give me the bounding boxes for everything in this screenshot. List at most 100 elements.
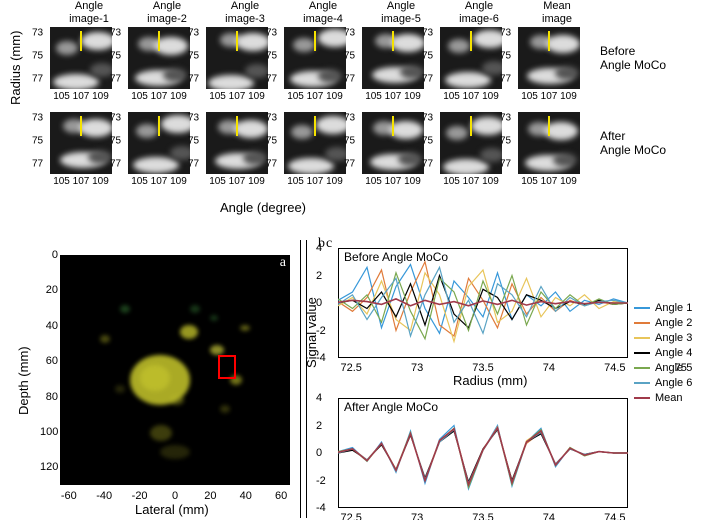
panel-xtick: 105 107 109 bbox=[518, 176, 580, 187]
us-ytick: 80 bbox=[40, 391, 58, 403]
marker-line bbox=[236, 31, 238, 51]
top-row-label-before: BeforeAngle MoCo bbox=[600, 44, 670, 73]
marker-line bbox=[548, 31, 550, 51]
panel-ytick: 77 bbox=[344, 159, 355, 170]
panel-ytick: 77 bbox=[266, 159, 277, 170]
divider-line-1 bbox=[300, 240, 301, 518]
panel-ytick: 73 bbox=[32, 28, 43, 39]
us-ytick: 60 bbox=[40, 355, 58, 367]
chart-after: After Angle MoCo -4-202472.57373.57474.5 bbox=[338, 398, 628, 508]
legend-swatch bbox=[634, 322, 650, 324]
us-xtick: -20 bbox=[132, 490, 148, 502]
chart-xtick: 74 bbox=[543, 512, 555, 520]
top-y-axis-label: Radius (mm) bbox=[8, 31, 23, 105]
marker-line bbox=[470, 116, 472, 136]
panel-ytick: 73 bbox=[188, 28, 199, 39]
panel-letter-c: c bbox=[326, 236, 332, 252]
chart-ytick: 2 bbox=[316, 270, 322, 282]
legend-swatch bbox=[634, 352, 650, 354]
legend-label: Angle 1 bbox=[655, 302, 692, 314]
us-xtick: 0 bbox=[172, 490, 178, 502]
chart-xtick: 72.5 bbox=[340, 512, 361, 520]
legend-swatch bbox=[634, 307, 650, 309]
legend-swatch bbox=[634, 367, 650, 369]
us-ytick: 40 bbox=[40, 320, 58, 332]
us-ytick: 0 bbox=[40, 249, 58, 261]
legend-swatch bbox=[634, 397, 650, 399]
panel-ytick: 75 bbox=[32, 51, 43, 62]
panel-ytick: 75 bbox=[188, 51, 199, 62]
panel-ytick: 77 bbox=[32, 159, 43, 170]
panel-r1-c1: 737577 bbox=[128, 112, 190, 174]
marker-line bbox=[158, 116, 160, 136]
panel-r1-c3: 737577 bbox=[284, 112, 346, 174]
us-y-axis-label: Depth (mm) bbox=[16, 346, 31, 415]
chart-ytick: 4 bbox=[316, 242, 322, 254]
panel-ytick: 73 bbox=[344, 28, 355, 39]
top-row-label-after: AfterAngle MoCo bbox=[600, 129, 670, 158]
marker-line bbox=[80, 31, 82, 51]
panel-r0-c6: 737577 bbox=[518, 27, 580, 89]
marker-line bbox=[80, 116, 82, 136]
series-line-angle-5 bbox=[338, 428, 628, 487]
panel-ytick: 73 bbox=[266, 113, 277, 124]
us-xtick: -60 bbox=[61, 490, 77, 502]
panel-r1-c6: 737577 bbox=[518, 112, 580, 174]
chart-xtick: 72.5 bbox=[340, 362, 361, 374]
panel-ytick: 73 bbox=[344, 113, 355, 124]
marker-line bbox=[314, 31, 316, 51]
chart-xtick: 74.5 bbox=[604, 512, 625, 520]
panel-r0-c1: 737577 bbox=[128, 27, 190, 89]
marker-line bbox=[392, 116, 394, 136]
chart-xtick: 73 bbox=[411, 362, 423, 374]
col-title-4: Angleimage-5 bbox=[362, 0, 440, 25]
panel-ytick: 77 bbox=[188, 159, 199, 170]
top-row-after: 7375777375777375777375777375777375777375… bbox=[50, 112, 680, 174]
panel-ytick: 73 bbox=[110, 28, 121, 39]
panel-xtick: 105 107 109 bbox=[206, 176, 268, 187]
legend-item-angle-2: Angle 2 bbox=[634, 317, 692, 329]
legend-label: Angle 3 bbox=[655, 332, 692, 344]
panel-ytick: 77 bbox=[188, 74, 199, 85]
legend-item-angle-6: Angle 6 bbox=[634, 377, 692, 389]
panel-r1-c0: 737577 bbox=[50, 112, 112, 174]
panel-ytick: 75 bbox=[110, 136, 121, 147]
us-ytick: 120 bbox=[40, 461, 58, 473]
panel-xtick: 105 107 109 bbox=[440, 176, 502, 187]
panel-xtick: 105 107 109 bbox=[128, 176, 190, 187]
chart-ytick: 4 bbox=[316, 392, 322, 404]
panel-xtick: 105 107 109 bbox=[362, 91, 424, 102]
col-title-6: Meanimage bbox=[518, 0, 596, 25]
panel-r0-c2: 737577 bbox=[206, 27, 268, 89]
panel-ytick: 77 bbox=[422, 159, 433, 170]
panel-r0-c4: 737577 bbox=[362, 27, 424, 89]
line-charts-region: b c Before Angle MoCo -4-202472.57373.57… bbox=[318, 238, 718, 498]
chart-xtick: 73.5 bbox=[472, 512, 493, 520]
chart-ytick: 0 bbox=[316, 447, 322, 459]
panel-letter-a: a bbox=[280, 255, 286, 271]
panel-ytick: 73 bbox=[500, 28, 511, 39]
panel-xtick: 105 107 109 bbox=[128, 91, 190, 102]
panel-r1-c4: 737577 bbox=[362, 112, 424, 174]
legend-item-angle-1: Angle 1 bbox=[634, 302, 692, 314]
legend-item-angle-4: Angle 4 bbox=[634, 347, 692, 359]
panel-xtick: 105 107 109 bbox=[284, 176, 346, 187]
panel-ytick: 73 bbox=[500, 113, 511, 124]
panel-ytick: 73 bbox=[188, 113, 199, 124]
panel-ytick: 77 bbox=[110, 74, 121, 85]
panel-xtick: 105 107 109 bbox=[284, 91, 346, 102]
series-line-angle-2 bbox=[338, 262, 628, 336]
panel-xtick: 105 107 109 bbox=[50, 176, 112, 187]
legend-swatch bbox=[634, 382, 650, 384]
top-xticks-row-0: 105 107 109105 107 109105 107 109105 107… bbox=[50, 91, 680, 102]
panel-ytick: 77 bbox=[422, 74, 433, 85]
panel-xtick: 105 107 109 bbox=[362, 176, 424, 187]
marker-line bbox=[314, 116, 316, 136]
legend-item-angle-3: Angle 3 bbox=[634, 332, 692, 344]
panel-ytick: 75 bbox=[344, 136, 355, 147]
top-row-before: 7375777375777375777375777375777375777375… bbox=[50, 27, 680, 89]
marker-line bbox=[392, 31, 394, 51]
panel-ytick: 77 bbox=[500, 159, 511, 170]
roi-box bbox=[218, 355, 236, 379]
chart-ytick: -2 bbox=[316, 475, 326, 487]
